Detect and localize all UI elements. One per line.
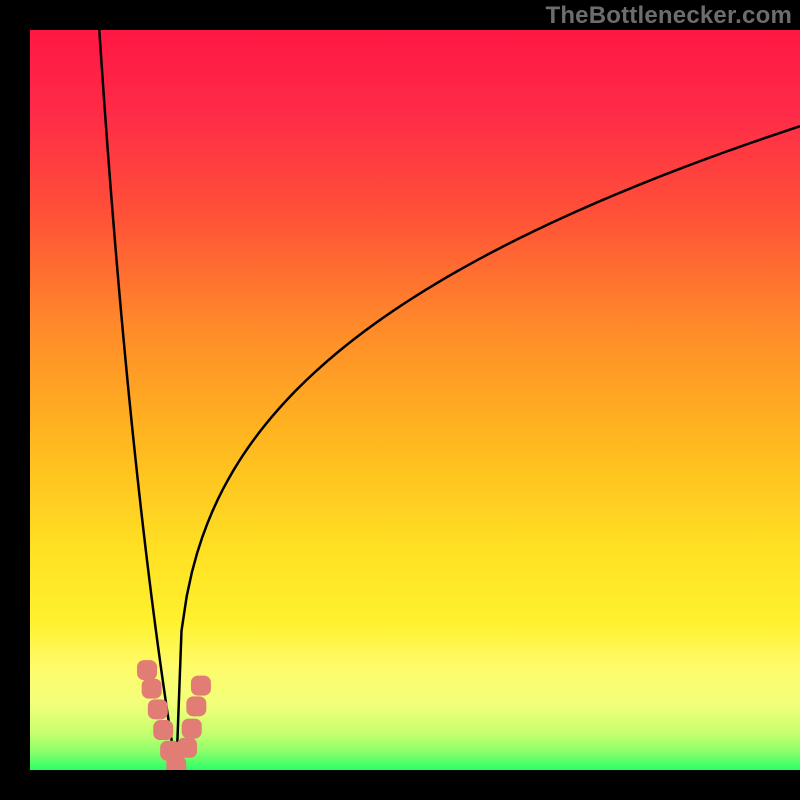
watermark-text: TheBottlenecker.com xyxy=(545,2,792,30)
data-marker xyxy=(166,756,186,770)
plot-area xyxy=(30,30,800,770)
bottleneck-curve xyxy=(99,30,800,770)
data-marker xyxy=(153,720,173,740)
marker-group xyxy=(137,660,211,770)
chart-container: TheBottlenecker.com xyxy=(0,0,800,800)
curve-layer xyxy=(30,30,800,770)
data-marker xyxy=(182,719,202,739)
data-marker xyxy=(177,738,197,758)
data-marker xyxy=(191,676,211,696)
data-marker xyxy=(148,699,168,719)
data-marker xyxy=(186,696,206,716)
data-marker xyxy=(137,660,157,680)
data-marker xyxy=(142,679,162,699)
